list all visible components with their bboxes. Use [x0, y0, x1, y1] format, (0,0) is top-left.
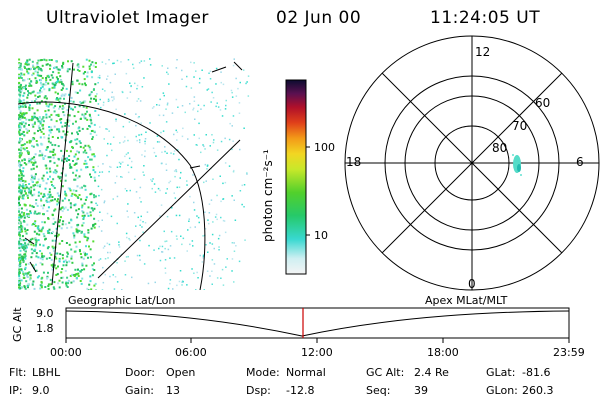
info-seq-label: Seq: — [366, 384, 391, 397]
polar-aurora-patch — [512, 154, 522, 176]
colorbar-tick-100: 100 — [314, 141, 335, 154]
x-tick-0600: 06:00 — [175, 346, 207, 359]
y-tick-9: 9.0 — [36, 307, 54, 320]
info-glon-value: 260.3 — [522, 384, 554, 397]
info-gcalt-value: 2.4 Re — [414, 366, 449, 379]
mlat-label-60: 60 — [535, 96, 551, 110]
timeline-right-label: Apex MLat/MLT — [425, 294, 508, 307]
raw-image-panel — [18, 58, 250, 290]
info-mode-value: Normal — [286, 366, 326, 379]
gc-alt-axis-label: GC Alt — [11, 307, 24, 342]
mlt-label-12: 12 — [475, 45, 491, 59]
x-tick-1800: 18:00 — [427, 346, 459, 359]
polar-plot — [344, 35, 600, 291]
info-ip-label: IP: — [9, 384, 23, 397]
date-label: 02 Jun 00 — [276, 8, 362, 28]
info-flt-value: LBHL — [32, 366, 61, 379]
color-bar — [285, 79, 310, 275]
info-gain-value: 13 — [166, 384, 180, 397]
info-glat-value: -81.6 — [522, 366, 551, 379]
info-gcalt-label: GC Alt: — [366, 366, 405, 379]
mlat-label-70: 70 — [512, 119, 528, 133]
info-glon-label: GLon: — [486, 384, 518, 397]
timeline-left-label: Geographic Lat/Lon — [68, 294, 176, 307]
y-tick-1-8: 1.8 — [36, 322, 54, 335]
aurora-speckles — [18, 58, 250, 290]
x-tick-1200: 12:00 — [301, 346, 333, 359]
info-dsp-label: Dsp: — [246, 384, 271, 397]
info-door-value: Open — [166, 366, 196, 379]
mlt-label-18: 18 — [346, 155, 362, 169]
info-gain-label: Gain: — [125, 384, 154, 397]
geographic-grid — [18, 61, 243, 290]
mlat-label-80: 80 — [492, 141, 508, 155]
instrument-title: Ultraviolet Imager — [46, 8, 209, 28]
x-tick-0000: 00:00 — [50, 346, 82, 359]
mlt-label-0: 0 — [468, 277, 476, 291]
info-dsp-value: -12.8 — [286, 384, 315, 397]
info-door-label: Door: — [125, 366, 155, 379]
info-seq-value: 39 — [414, 384, 428, 397]
colorbar-tick-10: 10 — [314, 229, 328, 242]
mlt-label-6: 6 — [576, 155, 584, 169]
time-label: 11:24:05 UT — [430, 8, 541, 28]
x-tick-2359: 23:59 — [553, 346, 585, 359]
info-glat-label: GLat: — [486, 366, 516, 379]
info-ip-value: 9.0 — [32, 384, 50, 397]
info-mode-label: Mode: — [246, 366, 280, 379]
colorbar-unit-label: photon cm⁻²s⁻¹ — [261, 149, 275, 242]
info-flt-label: Flt: — [9, 366, 27, 379]
altitude-timeline — [65, 307, 570, 343]
